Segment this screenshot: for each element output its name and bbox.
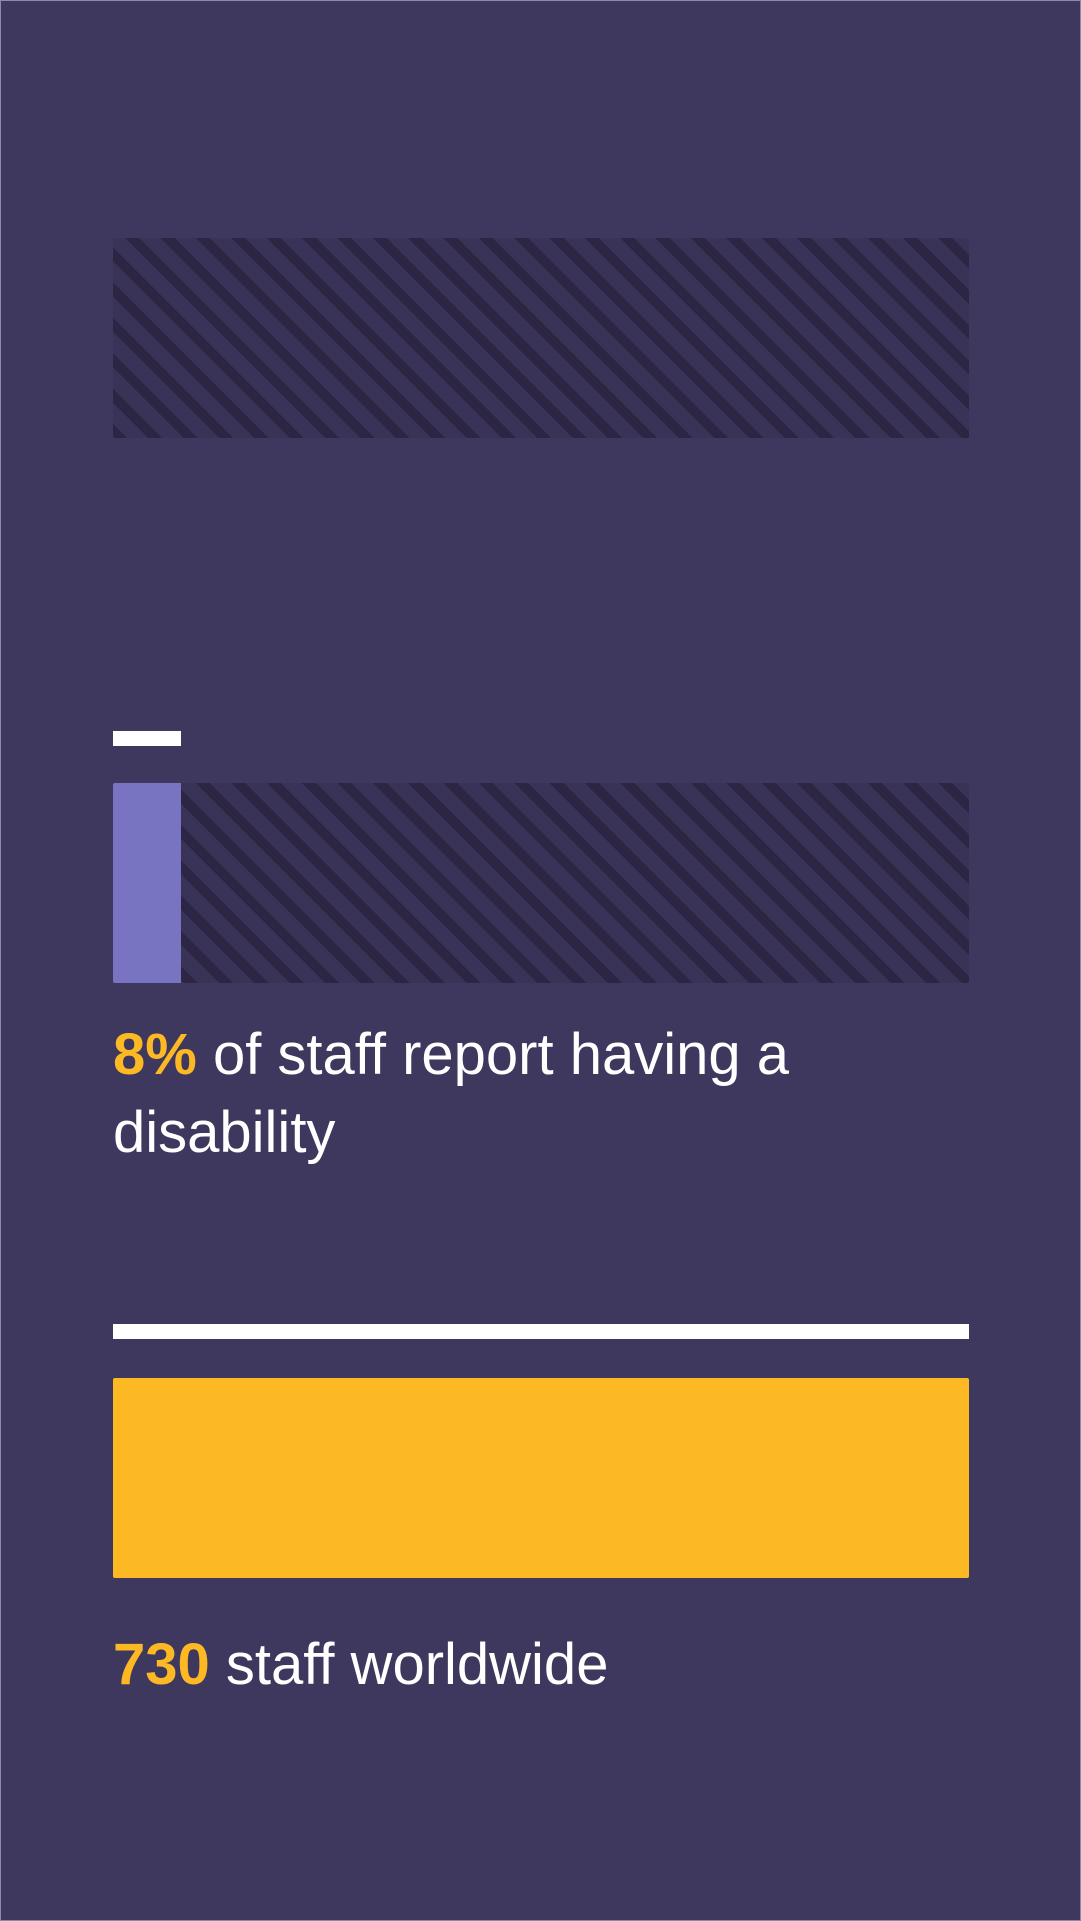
stat-label-2: of staff report having a disability [113, 1022, 790, 1165]
bar-marker-3 [113, 1324, 969, 1339]
bar-fill-2 [113, 783, 181, 983]
bar-marker-2 [113, 731, 181, 746]
stat-value-2: 8% [113, 1022, 197, 1087]
bar-fill-3 [113, 1378, 969, 1578]
bar-track-3 [113, 1378, 969, 1578]
stat-caption-3: 730 staff worldwide [113, 1626, 973, 1704]
bar-track-1 [113, 238, 969, 438]
bar-track-2 [113, 783, 969, 983]
stat-label-3: staff worldwide [209, 1632, 609, 1697]
stat-value-3: 730 [113, 1632, 210, 1697]
stat-caption-2: 8% of staff report having a disability [113, 1016, 973, 1172]
